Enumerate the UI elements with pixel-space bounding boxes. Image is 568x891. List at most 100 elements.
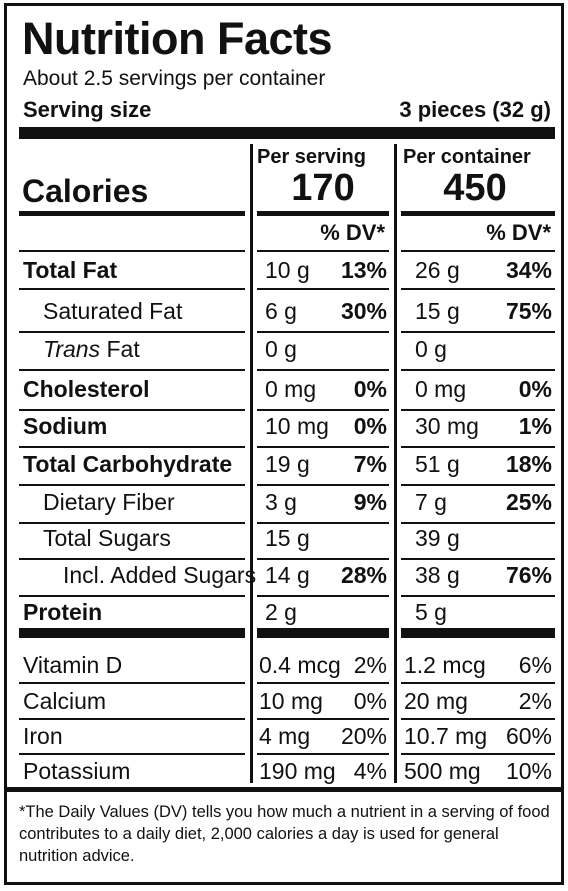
serving-dv: 7% [353,451,387,477]
calories-divider [401,211,555,216]
calories-divider [19,211,245,216]
container-amount: 15 g [415,298,460,324]
nutrient-name: Protein [23,599,103,625]
serving-amount: 0 g [265,336,297,362]
dv-header-container: % DV* [486,220,551,245]
vitamin-name: Potassium [23,758,131,784]
row-divider [19,369,245,371]
nutrient-name: Total Sugars [43,525,171,551]
nutrient-row: Incl. Added Sugars 14 g 28% 38 g 76% [7,557,567,593]
row-divider [257,682,389,684]
row-divider [401,484,555,486]
row-divider [19,288,245,290]
row-divider [401,595,555,597]
row-divider [19,250,245,252]
row-divider [257,522,389,524]
serving-amount: 19 g [265,451,310,477]
container-dv: 6% [518,652,552,678]
nutrient-name: Sodium [23,413,108,439]
container-amount: 7 g [415,489,447,515]
row-divider [257,250,389,252]
container-dv: 2% [518,688,552,714]
row-divider [257,753,389,755]
nutrient-name: Cholesterol [23,376,150,402]
row-divider [401,331,555,333]
vitamin-row: Iron 4 mg 20% 10.7 mg 60% [7,718,567,754]
nutrient-name: Incl. Added Sugars [63,562,257,588]
container-dv: 1% [518,413,552,439]
vitamin-row: Vitamin D 0.4 mcg 2% 1.2 mcg 6% [7,647,567,683]
serving-amount: 6 g [265,298,297,324]
vitamin-name: Vitamin D [23,652,123,678]
serving-dv: 28% [340,562,387,588]
row-divider [257,446,389,448]
row-divider [401,718,555,720]
nutrient-row: Trans Fat 0 g 0 g [7,331,567,367]
serving-dv: 30% [340,298,387,324]
container-dv: 18% [505,451,552,477]
row-divider [19,595,245,597]
thick-divider-bottom [401,628,555,638]
container-amount: 0 g [415,336,447,362]
serving-dv: 13% [340,257,387,283]
serving-amount: 4 mg [259,723,311,749]
serving-amount: 0 mg [265,376,317,402]
container-dv: 75% [505,298,552,324]
container-amount: 20 mg [404,688,468,714]
serving-amount: 15 g [265,525,310,551]
container-dv: 34% [505,257,552,283]
serving-dv: 20% [340,723,387,749]
column-divider-1 [250,144,253,783]
vitamin-row: Calcium 10 mg 0% 20 mg 2% [7,683,567,719]
container-amount: 0 mg [415,376,467,402]
row-divider [257,409,389,411]
row-divider [401,409,555,411]
footnote: *The Daily Values (DV) tells you how muc… [19,803,550,865]
row-divider [401,288,555,290]
thick-divider-bottom [19,628,245,638]
dv-header-serving: % DV* [320,220,385,245]
row-divider [19,409,245,411]
container-amount: 10.7 mg [404,723,488,749]
row-divider [19,682,245,684]
row-divider [257,484,389,486]
nutrient-row: Dietary Fiber 3 g 9% 7 g 25% [7,484,567,520]
nutrient-row: Cholesterol 0 mg 0% 0 mg 0% [7,371,567,407]
row-divider [401,446,555,448]
nutrient-name-prefix: Trans [43,336,101,362]
container-dv: 60% [505,723,552,749]
nutrient-name: Total Carbohydrate [23,451,233,477]
nutrient-name-rest: Fat [100,336,140,362]
serving-dv: 2% [353,652,387,678]
calories-divider [257,211,389,216]
vitamin-name: Calcium [23,688,107,714]
serving-amount: 190 mg [259,758,336,784]
container-amount: 500 mg [404,758,481,784]
serving-amount: 10 mg [259,688,323,714]
serving-amount: 2 g [265,599,297,625]
container-dv: 10% [505,758,552,784]
row-divider [257,595,389,597]
nutrient-row: Total Fat 10 g 13% 26 g 34% [7,252,567,288]
nutrient-name: Total Fat [23,257,118,283]
nutrient-name: Trans Fat [43,331,140,367]
row-divider [19,446,245,448]
row-divider [257,718,389,720]
row-divider [19,718,245,720]
nutrient-row: Total Carbohydrate 19 g 7% 51 g 18% [7,446,567,482]
row-divider [19,753,245,755]
serving-dv: 4% [353,758,387,784]
serving-size-value: 3 pieces (32 g) [399,97,551,122]
container-amount: 39 g [415,525,460,551]
nutrient-name: Saturated Fat [43,298,183,324]
row-divider [19,484,245,486]
nutrient-row: Protein 2 g 5 g [7,594,567,630]
serving-dv: 0% [353,376,387,402]
row-divider [401,682,555,684]
nutrient-name: Dietary Fiber [43,489,175,515]
footnote-divider [7,787,561,792]
row-divider [401,522,555,524]
row-divider [257,369,389,371]
per-container-header: Per container [403,146,531,168]
container-dv: 25% [505,489,552,515]
